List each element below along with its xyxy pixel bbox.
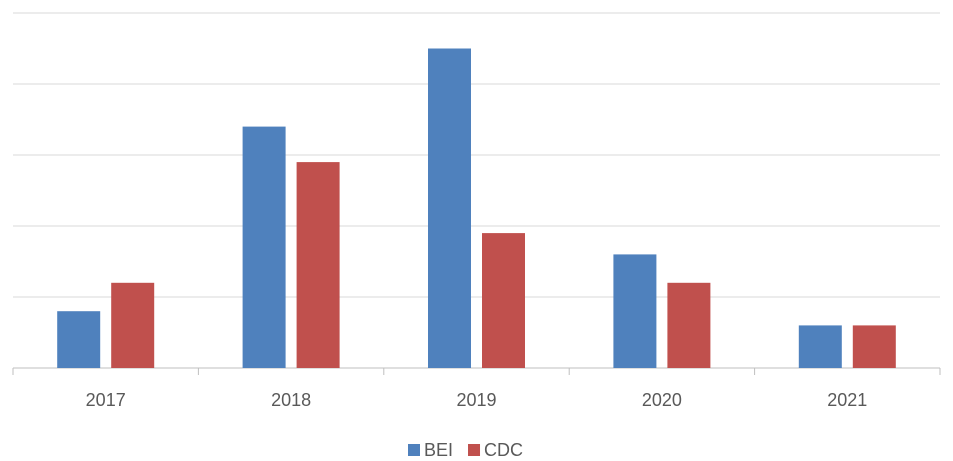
- bar: [57, 311, 101, 368]
- legend-label: BEI: [424, 440, 453, 460]
- x-tick-label: 2018: [271, 390, 311, 410]
- bar: [296, 162, 340, 368]
- x-tick-label: 2017: [86, 390, 126, 410]
- bar: [613, 254, 657, 368]
- legend-label: CDC: [484, 440, 523, 460]
- bar: [798, 325, 842, 368]
- x-tick-label: 2020: [642, 390, 682, 410]
- bar: [482, 233, 525, 368]
- bar: [428, 48, 471, 368]
- legend-swatch: [408, 444, 420, 456]
- legend-swatch: [468, 444, 481, 456]
- bar: [111, 282, 155, 368]
- x-tick-label: 2019: [456, 390, 496, 410]
- bar: [667, 282, 711, 368]
- bar: [852, 325, 896, 368]
- x-tick-label: 2021: [827, 390, 867, 410]
- bar: [242, 126, 286, 368]
